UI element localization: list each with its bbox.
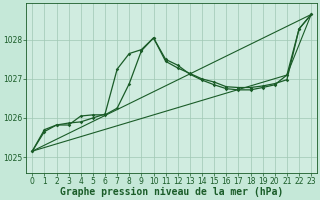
X-axis label: Graphe pression niveau de la mer (hPa): Graphe pression niveau de la mer (hPa) [60, 187, 283, 197]
